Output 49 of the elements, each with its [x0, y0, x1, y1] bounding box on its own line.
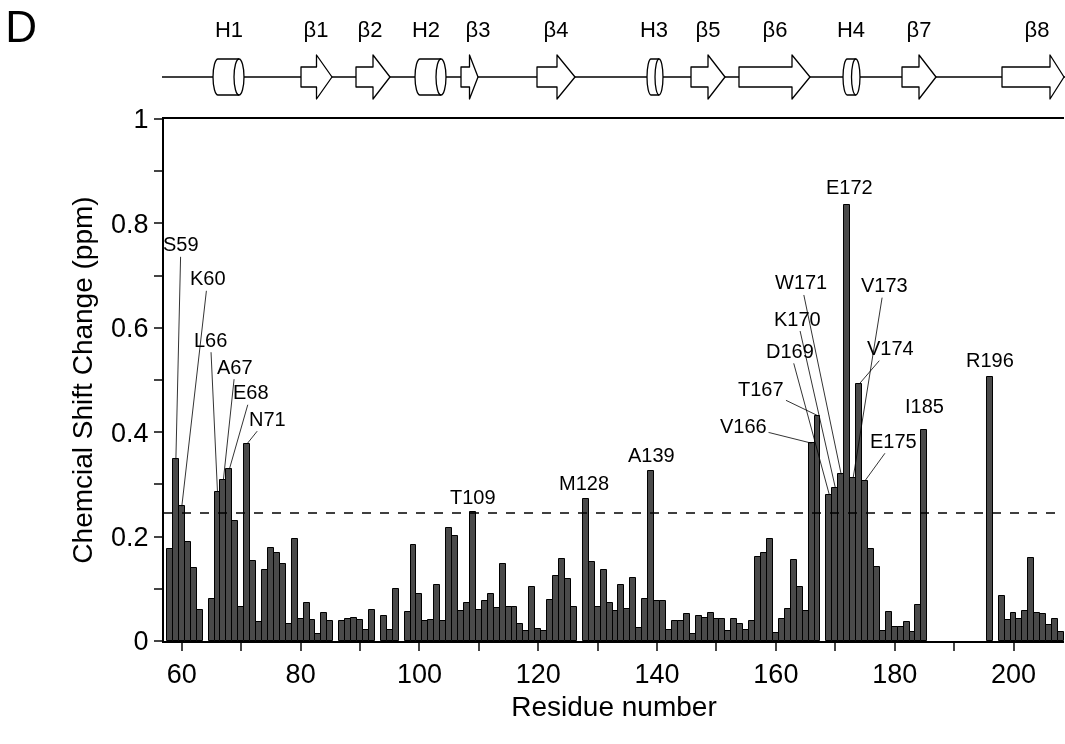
annotation: S59 — [163, 233, 199, 255]
annotation: T109 — [450, 486, 496, 508]
annotation: A139 — [628, 444, 675, 466]
annotation: N71 — [249, 408, 286, 430]
x-tick-label: 140 — [634, 659, 680, 690]
annotation: M128 — [559, 472, 610, 494]
y-tick-label: 0.6 — [111, 313, 149, 344]
annotation: E172 — [826, 176, 873, 198]
x-tick-label: 180 — [872, 659, 918, 690]
annotation: E68 — [233, 381, 269, 403]
annotation: W171 — [775, 271, 828, 293]
y-tick-label: 0.8 — [111, 208, 149, 239]
annotation: K60 — [190, 267, 226, 289]
text: H4 — [836, 17, 866, 42]
text: β5 — [695, 17, 721, 42]
annotation: T167 — [738, 378, 784, 400]
annotation: R196 — [966, 349, 1014, 371]
annotation: V174 — [867, 337, 914, 359]
y-tick-label: 0 — [133, 626, 149, 657]
x-tick-label: 100 — [396, 659, 442, 690]
text: H3 — [639, 17, 669, 42]
annotation: E175 — [870, 430, 917, 452]
x-tick-label: 60 — [166, 659, 197, 690]
annotation: D169 — [766, 340, 814, 362]
annotation: V173 — [861, 274, 908, 296]
text: β3 — [465, 17, 491, 42]
x-tick-label: 160 — [753, 659, 799, 690]
text: H1 — [214, 17, 244, 42]
y-tick-label: 0.2 — [111, 522, 149, 553]
y-tick-label: 0.4 — [111, 417, 149, 448]
text: H2 — [411, 17, 441, 42]
text: β7 — [906, 17, 932, 42]
y-axis-title: Chemcial Shift Change (ppm) — [67, 196, 99, 564]
annotation: V166 — [720, 415, 767, 437]
text: β4 — [543, 17, 569, 42]
text: β1 — [303, 17, 329, 42]
annotation: L66 — [194, 329, 228, 351]
annotation: A67 — [217, 356, 253, 378]
text: β8 — [1024, 17, 1050, 42]
x-tick-label: 120 — [515, 659, 561, 690]
annotation: I185 — [905, 395, 944, 417]
x-axis-title: Residue number — [511, 691, 717, 722]
x-tick-label: 80 — [285, 659, 316, 690]
y-tick-label: 1 — [133, 104, 149, 135]
text: β6 — [762, 17, 788, 42]
chart-title: D — [5, 1, 38, 51]
x-tick-label: 200 — [990, 659, 1037, 690]
text: β2 — [357, 17, 383, 42]
annotation: K170 — [774, 308, 821, 330]
